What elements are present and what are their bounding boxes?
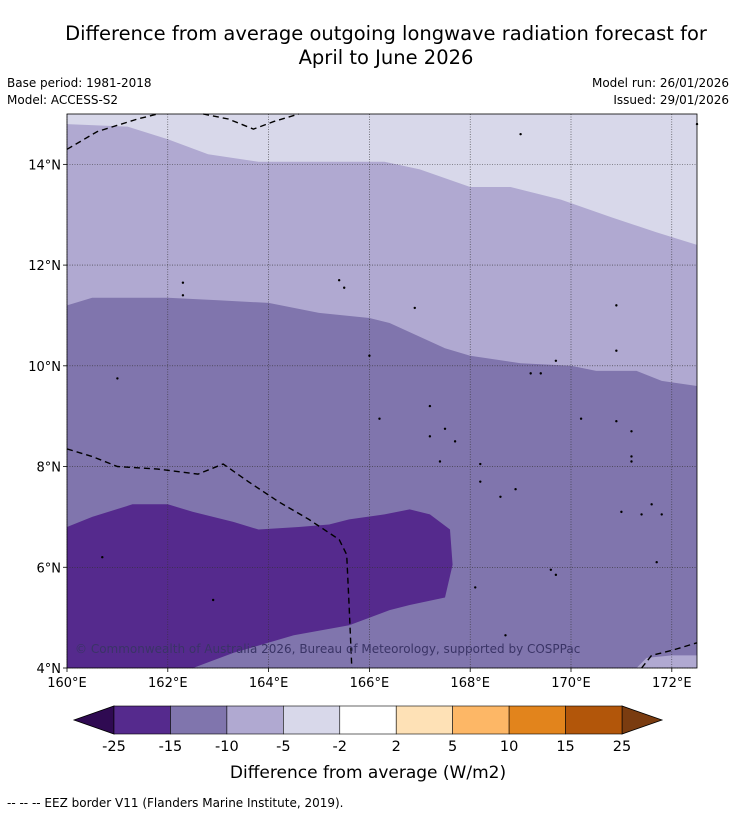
island-25 [479,462,482,466]
y-tick-label: 4°N [37,662,62,677]
island-28 [499,495,502,498]
contour-regions [67,114,697,669]
island-2 [337,279,341,282]
colorbar-tick-label: 10 [500,739,518,755]
island-36 [549,568,553,571]
title-line-2: April to June 2026 [298,46,474,69]
map-frame [66,113,698,669]
island-21 [630,430,633,433]
y-tick-label: 10°N [28,360,61,375]
island-14 [579,417,583,420]
x-tick-label: 162°E [148,676,188,691]
colorbar-bin-2 [226,705,284,735]
island-8 [116,377,119,380]
island-33 [101,556,104,559]
x-tick-label: 172°E [652,676,692,691]
meta-right: Model run: 26/01/2026 Issued: 29/01/2026 [592,75,729,109]
y-axis: 4°N 6°N 8°N 10°N 12°N 14°N [28,158,67,677]
island-27 [514,488,517,491]
colorbar-tick-label: -25 [102,739,126,755]
island-22 [630,455,633,458]
island-32 [650,503,653,506]
colorbar-tick-label: -15 [159,739,183,755]
island-18 [378,417,381,420]
island-7 [615,304,618,307]
island-34 [211,598,215,602]
eez-border-2 [66,448,353,669]
y-tick-label: 14°N [28,158,61,173]
model-name: Model: ACCESS-S2 [7,93,119,107]
x-axis: 160°E 162°E 164°E 166°E 168°E 170°E 172°E [47,668,692,691]
region-3 [67,504,453,668]
island-15 [428,404,432,408]
x-tick-label: 170°E [551,676,591,691]
y-tick-label: 12°N [28,259,61,274]
colorbar-bin-5 [395,705,453,735]
colorbar-under-arrow [72,705,115,735]
eez-border-1 [202,113,300,130]
island-31 [660,513,663,516]
colorbar-bin-6 [452,705,510,735]
colorbar-bin-1 [170,705,228,735]
island-3 [343,286,346,289]
colorbar-tick-label: 25 [613,739,631,755]
colorbar-tick-label: 15 [556,739,574,755]
island-9 [368,354,371,357]
island-1 [181,294,185,297]
model-run: Model run: 26/01/2026 [591,76,729,90]
island-39 [504,634,507,637]
island-17 [428,435,432,438]
colorbar-tick-label: -5 [276,739,290,755]
colorbar-bin-3 [283,705,341,735]
island-20 [615,420,618,423]
island-0 [181,281,185,284]
island-35 [474,586,477,589]
island-4 [413,306,416,310]
island-12 [529,372,532,375]
meta-left: Base period: 1981-2018 Model: ACCESS-S2 [7,75,152,109]
colorbar-tick-label: 2 [392,739,401,755]
eez-border-3 [641,642,698,669]
y-tick-label: 6°N [37,561,62,576]
island-13 [539,372,542,375]
colorbar-tick-label: -2 [333,739,347,755]
copyright-text: © Commonwealth of Australia 2026, Bureau… [75,642,580,656]
island-24 [438,460,442,463]
island-29 [620,510,623,514]
colorbar-bin-8 [565,705,623,735]
island-16 [443,427,447,430]
x-tick-label: 166°E [350,676,390,691]
eez-legend: -- -- -- EEZ border V11 (Flanders Marine… [7,796,344,810]
x-tick-label: 168°E [450,676,490,691]
chart-title: Difference from average outgoing longwav… [0,22,736,70]
x-tick-label: 164°E [249,676,289,691]
island-30 [640,513,643,516]
colorbar-label: Difference from average (W/m2) [230,763,506,783]
island-10 [615,349,618,352]
island-23 [630,460,633,463]
island-37 [554,573,558,577]
y-tick-label: 8°N [37,461,62,476]
title-line-1: Difference from average outgoing longwav… [65,22,707,45]
island-26 [479,480,482,483]
island-11 [554,359,558,362]
colorbar: -25 -15 -10 -5 -2 2 5 10 15 25 [72,705,664,755]
colorbar-tick-label: 5 [448,739,457,755]
island-38 [655,561,658,564]
colorbar-bin-4 [339,705,397,735]
island-19 [453,440,457,443]
x-tick-label: 160°E [47,676,87,691]
islands [101,122,699,637]
issued-date: Issued: 29/01/2026 [613,93,729,107]
island-5 [519,132,522,136]
colorbar-tick-label: -10 [215,739,239,755]
base-period: Base period: 1981-2018 [7,76,152,90]
colorbar-over-arrow [621,705,664,735]
region-4 [636,655,697,668]
colorbar-bin-0 [113,705,171,735]
eez-borders [66,113,698,669]
colorbar-bin-7 [508,705,566,735]
